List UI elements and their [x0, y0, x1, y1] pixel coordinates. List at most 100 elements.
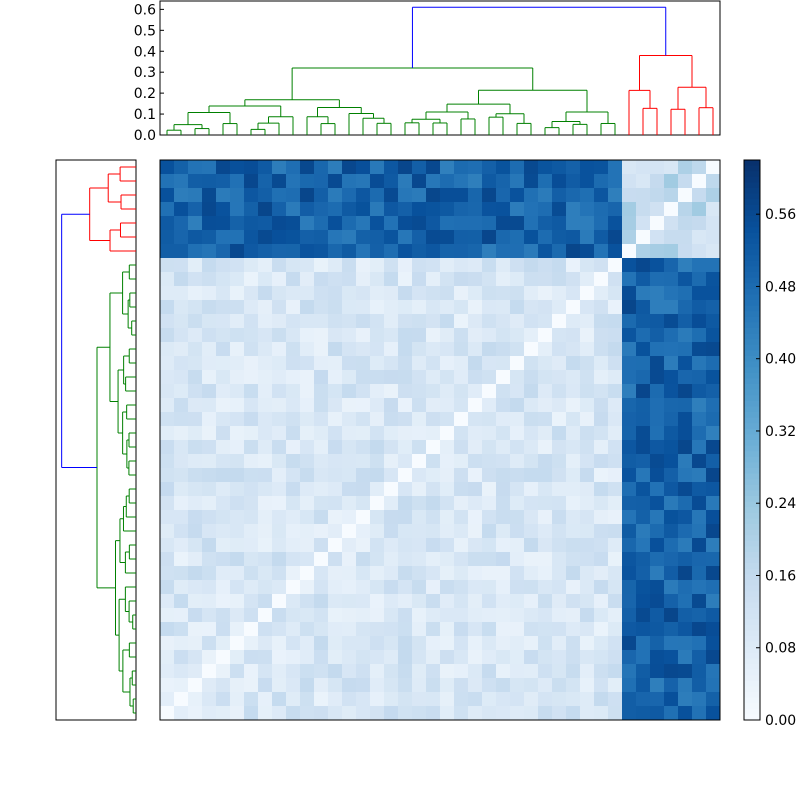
heatmap-cell	[580, 496, 595, 511]
heatmap-cell	[692, 188, 707, 203]
heatmap-cell	[482, 174, 497, 189]
heatmap-cell	[230, 440, 245, 455]
heatmap-cell	[524, 594, 539, 609]
heatmap-cell	[608, 706, 623, 721]
heatmap-cell	[328, 412, 343, 427]
heatmap-cell	[244, 398, 259, 413]
heatmap-cell	[594, 230, 609, 245]
heatmap-cell	[328, 552, 343, 567]
heatmap-cell	[160, 468, 175, 483]
heatmap-cell	[552, 258, 567, 273]
heatmap-cell	[608, 398, 623, 413]
heatmap-cell	[412, 398, 427, 413]
heatmap-cell	[202, 398, 217, 413]
colorbar-tick-label: 0.32	[765, 424, 796, 440]
heatmap-cell	[398, 314, 413, 329]
heatmap-cell	[174, 608, 189, 623]
heatmap-cell	[552, 314, 567, 329]
heatmap-cell	[706, 580, 721, 595]
heatmap-cell	[566, 622, 581, 637]
heatmap-cell	[468, 440, 483, 455]
heatmap-cell	[678, 552, 693, 567]
heatmap-cell	[454, 650, 469, 665]
heatmap-cell	[188, 342, 203, 357]
heatmap-cell	[482, 328, 497, 343]
heatmap-cell	[258, 608, 273, 623]
heatmap-cell	[454, 384, 469, 399]
heatmap-cell	[188, 678, 203, 693]
heatmap-cell	[230, 524, 245, 539]
heatmap-cell	[160, 594, 175, 609]
heatmap-cell	[398, 412, 413, 427]
colorbar-strip	[744, 445, 760, 452]
heatmap-cell	[230, 258, 245, 273]
heatmap-cell	[650, 384, 665, 399]
heatmap-cell	[188, 300, 203, 315]
heatmap-cell	[230, 230, 245, 245]
heatmap-cell	[174, 482, 189, 497]
heatmap-cell	[454, 398, 469, 413]
heatmap-cell	[706, 216, 721, 231]
heatmap-cell	[384, 440, 399, 455]
heatmap-cell	[286, 594, 301, 609]
heatmap-cell	[384, 552, 399, 567]
heatmap-cell	[706, 188, 721, 203]
heatmap-cell	[636, 510, 651, 525]
heatmap-cell	[580, 566, 595, 581]
heatmap-cell	[636, 496, 651, 511]
heatmap-cell	[482, 692, 497, 707]
heatmap-cell	[552, 622, 567, 637]
heatmap-cell	[412, 272, 427, 287]
heatmap-cell	[580, 426, 595, 441]
heatmap-cell	[370, 580, 385, 595]
heatmap-cell	[202, 538, 217, 553]
heatmap-cell	[664, 496, 679, 511]
colorbar-strip	[744, 232, 760, 239]
heatmap-cell	[608, 230, 623, 245]
colorbar-strip	[744, 300, 760, 307]
heatmap-cell	[188, 230, 203, 245]
heatmap-cell	[706, 622, 721, 637]
heatmap-cell	[328, 286, 343, 301]
heatmap-cell	[216, 594, 231, 609]
heatmap-cell	[174, 706, 189, 721]
heatmap-cell	[510, 538, 525, 553]
heatmap-cell	[524, 552, 539, 567]
heatmap-cell	[230, 202, 245, 217]
colorbar-strip	[744, 496, 760, 503]
heatmap-cell	[566, 412, 581, 427]
heatmap-cell	[608, 384, 623, 399]
heatmap-cell	[524, 244, 539, 259]
heatmap-cell	[272, 608, 287, 623]
heatmap-cell	[356, 454, 371, 469]
heatmap-cell	[440, 300, 455, 315]
heatmap-cell	[160, 244, 175, 259]
heatmap-cell	[216, 272, 231, 287]
heatmap-cell	[510, 678, 525, 693]
colorbar-strip	[744, 288, 760, 295]
heatmap-cell	[482, 286, 497, 301]
heatmap-cell	[412, 664, 427, 679]
heatmap-cell	[174, 678, 189, 693]
heatmap-cell	[608, 608, 623, 623]
heatmap-cell	[174, 426, 189, 441]
heatmap-cell	[580, 272, 595, 287]
heatmap-cell	[328, 678, 343, 693]
heatmap-cell	[398, 566, 413, 581]
heatmap-cell	[482, 468, 497, 483]
heatmap-cell	[608, 538, 623, 553]
heatmap-cell	[356, 706, 371, 721]
heatmap-cell	[356, 650, 371, 665]
heatmap-cell	[384, 608, 399, 623]
heatmap-cell	[678, 202, 693, 217]
heatmap-cell	[468, 622, 483, 637]
heatmap-cell	[398, 552, 413, 567]
heatmap-cell	[356, 286, 371, 301]
heatmap-cell	[496, 510, 511, 525]
heatmap-cell	[692, 538, 707, 553]
heatmap-cell	[300, 524, 315, 539]
colorbar-strip	[744, 630, 760, 637]
heatmap-cell	[468, 692, 483, 707]
heatmap-cell	[272, 314, 287, 329]
heatmap-cell	[202, 216, 217, 231]
